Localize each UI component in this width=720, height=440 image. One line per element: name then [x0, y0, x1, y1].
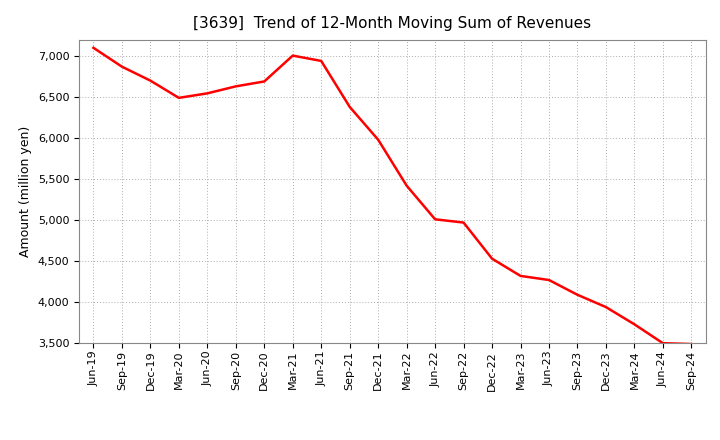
Y-axis label: Amount (million yen): Amount (million yen): [19, 126, 32, 257]
Title: [3639]  Trend of 12-Month Moving Sum of Revenues: [3639] Trend of 12-Month Moving Sum of R…: [194, 16, 591, 32]
